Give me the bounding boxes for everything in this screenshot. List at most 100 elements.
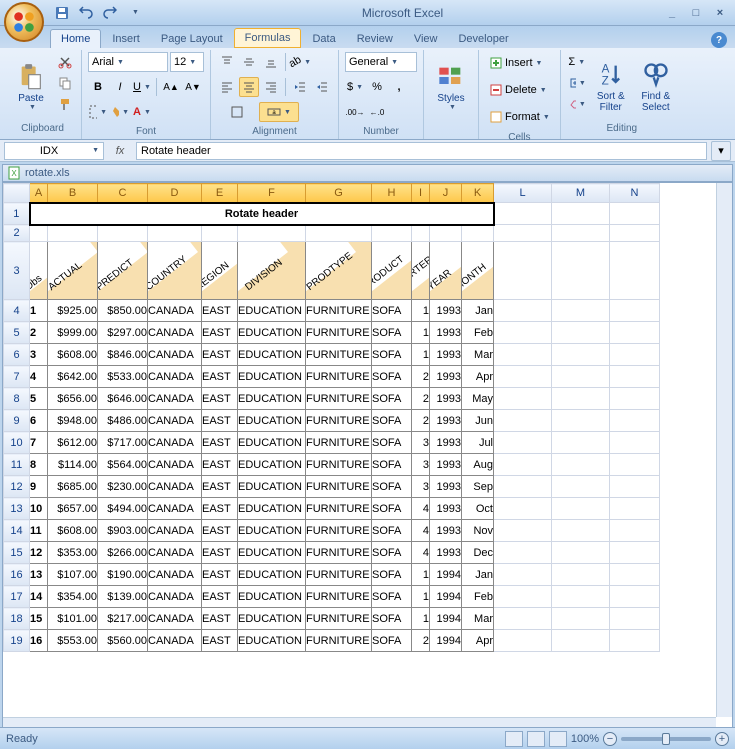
- restore-button[interactable]: □: [685, 4, 707, 22]
- cut-icon[interactable]: [55, 52, 75, 72]
- select-all-corner[interactable]: [4, 184, 30, 203]
- data-cell[interactable]: Sep: [462, 476, 494, 498]
- cell[interactable]: [552, 225, 610, 242]
- rotated-header[interactable]: QUARTER: [412, 242, 430, 300]
- styles-button[interactable]: Styles ▼: [430, 52, 472, 121]
- data-cell[interactable]: FURNITURE: [306, 410, 372, 432]
- data-cell[interactable]: EAST: [202, 388, 238, 410]
- data-cell[interactable]: SOFA: [372, 322, 412, 344]
- data-cell[interactable]: 1: [412, 586, 430, 608]
- zoom-slider[interactable]: [621, 737, 711, 741]
- cell[interactable]: [98, 225, 148, 242]
- col-head-A[interactable]: A: [30, 184, 48, 203]
- data-cell[interactable]: $486.00: [98, 410, 148, 432]
- increase-indent-icon[interactable]: [312, 77, 332, 97]
- data-cell[interactable]: EAST: [202, 542, 238, 564]
- cell[interactable]: [238, 225, 306, 242]
- data-cell[interactable]: EAST: [202, 608, 238, 630]
- data-cell[interactable]: 1994: [430, 608, 462, 630]
- decrease-indent-icon[interactable]: [290, 77, 310, 97]
- data-cell[interactable]: FURNITURE: [306, 300, 372, 322]
- data-cell[interactable]: 4: [30, 366, 48, 388]
- data-cell[interactable]: $297.00: [98, 322, 148, 344]
- col-head-M[interactable]: M: [552, 184, 610, 203]
- data-cell[interactable]: CANADA: [148, 344, 202, 366]
- data-cell[interactable]: $999.00: [48, 322, 98, 344]
- align-top-icon[interactable]: [217, 52, 237, 72]
- cell[interactable]: [372, 225, 412, 242]
- data-cell[interactable]: SOFA: [372, 498, 412, 520]
- row-head-14[interactable]: 14: [4, 520, 30, 542]
- data-cell[interactable]: $494.00: [98, 498, 148, 520]
- data-cell[interactable]: EAST: [202, 630, 238, 652]
- data-cell[interactable]: Mar: [462, 344, 494, 366]
- tab-page-layout[interactable]: Page Layout: [151, 30, 233, 48]
- data-cell[interactable]: CANADA: [148, 608, 202, 630]
- data-cell[interactable]: 1993: [430, 432, 462, 454]
- font-size-combo[interactable]: 12▼: [170, 52, 204, 72]
- data-cell[interactable]: $560.00: [98, 630, 148, 652]
- data-cell[interactable]: Feb: [462, 322, 494, 344]
- row-head-5[interactable]: 5: [4, 322, 30, 344]
- row-head-3[interactable]: 3: [4, 242, 30, 300]
- data-cell[interactable]: 1993: [430, 366, 462, 388]
- data-cell[interactable]: FURNITURE: [306, 498, 372, 520]
- cell[interactable]: [30, 225, 48, 242]
- decrease-decimal-icon[interactable]: ←.0: [367, 102, 387, 122]
- data-cell[interactable]: 4: [412, 498, 430, 520]
- minimize-button[interactable]: _: [661, 4, 683, 22]
- data-cell[interactable]: 4: [412, 520, 430, 542]
- data-cell[interactable]: Jan: [462, 564, 494, 586]
- row-head-16[interactable]: 16: [4, 564, 30, 586]
- data-cell[interactable]: EDUCATION: [238, 366, 306, 388]
- data-cell[interactable]: FURNITURE: [306, 454, 372, 476]
- data-cell[interactable]: EAST: [202, 454, 238, 476]
- align-bottom-icon[interactable]: [261, 52, 281, 72]
- cell[interactable]: [202, 225, 238, 242]
- fill-icon[interactable]: ▼: [567, 73, 587, 93]
- data-cell[interactable]: SOFA: [372, 564, 412, 586]
- tab-home[interactable]: Home: [50, 29, 101, 48]
- data-cell[interactable]: Aug: [462, 454, 494, 476]
- col-head-J[interactable]: J: [430, 184, 462, 203]
- data-cell[interactable]: FURNITURE: [306, 564, 372, 586]
- data-cell[interactable]: EAST: [202, 366, 238, 388]
- data-cell[interactable]: Dec: [462, 542, 494, 564]
- sort-filter-button[interactable]: AZ Sort & Filter: [590, 52, 632, 121]
- tab-view[interactable]: View: [404, 30, 448, 48]
- row-head-9[interactable]: 9: [4, 410, 30, 432]
- data-cell[interactable]: 10: [30, 498, 48, 520]
- data-cell[interactable]: 2: [412, 388, 430, 410]
- data-cell[interactable]: CANADA: [148, 388, 202, 410]
- data-cell[interactable]: $553.00: [48, 630, 98, 652]
- row-head-7[interactable]: 7: [4, 366, 30, 388]
- font-color-button[interactable]: A▼: [132, 102, 152, 122]
- increase-font-icon[interactable]: A▲: [161, 77, 181, 97]
- format-painter-icon[interactable]: [55, 94, 75, 114]
- data-cell[interactable]: SOFA: [372, 366, 412, 388]
- data-cell[interactable]: CANADA: [148, 322, 202, 344]
- copy-icon[interactable]: [55, 73, 75, 93]
- data-cell[interactable]: Oct: [462, 498, 494, 520]
- col-head-G[interactable]: G: [306, 184, 372, 203]
- col-head-L[interactable]: L: [494, 184, 552, 203]
- percent-icon[interactable]: %: [367, 77, 387, 97]
- data-cell[interactable]: Nov: [462, 520, 494, 542]
- data-cell[interactable]: EDUCATION: [238, 410, 306, 432]
- data-cell[interactable]: $139.00: [98, 586, 148, 608]
- data-cell[interactable]: 1993: [430, 476, 462, 498]
- data-cell[interactable]: SOFA: [372, 608, 412, 630]
- rotated-header[interactable]: PREDICT: [98, 242, 148, 300]
- data-cell[interactable]: 7: [30, 432, 48, 454]
- col-head-N[interactable]: N: [610, 184, 660, 203]
- row-head-10[interactable]: 10: [4, 432, 30, 454]
- data-cell[interactable]: FURNITURE: [306, 322, 372, 344]
- zoom-in-button[interactable]: +: [715, 732, 729, 746]
- underline-button[interactable]: U▼: [132, 77, 152, 97]
- undo-icon[interactable]: [76, 3, 96, 23]
- data-cell[interactable]: Jun: [462, 410, 494, 432]
- data-cell[interactable]: Feb: [462, 586, 494, 608]
- data-cell[interactable]: EAST: [202, 476, 238, 498]
- merge-center-icon[interactable]: a▼: [259, 102, 299, 122]
- data-cell[interactable]: CANADA: [148, 520, 202, 542]
